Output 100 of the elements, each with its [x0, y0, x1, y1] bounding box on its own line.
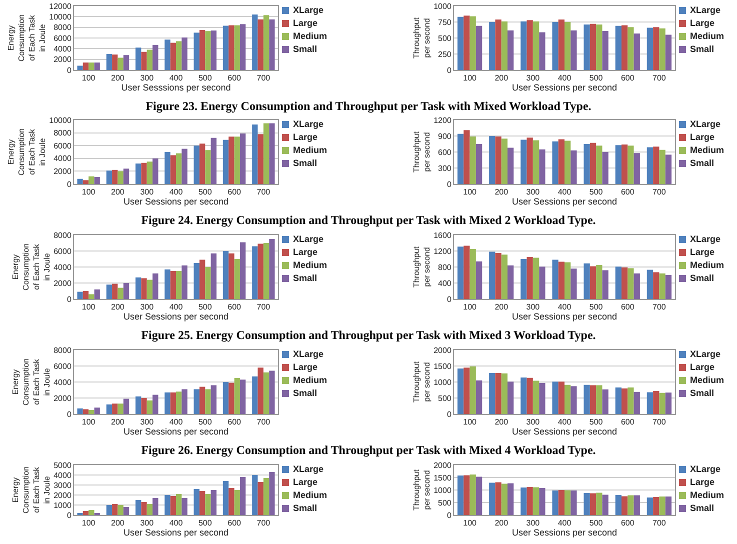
- x-tick-label: 500: [589, 188, 604, 197]
- bar: [634, 495, 640, 515]
- y-tick-label: 0: [446, 66, 452, 75]
- x-tick-label: 500: [198, 74, 212, 83]
- bar: [199, 144, 206, 184]
- bar: [141, 278, 147, 299]
- x-tick-label: 500: [589, 302, 604, 312]
- x-tick-label: 600: [228, 188, 242, 197]
- bar: [653, 497, 660, 515]
- x-tick-label: 200: [494, 518, 509, 528]
- y-tick-label: 500: [438, 394, 452, 403]
- bar: [501, 484, 508, 515]
- bar: [520, 21, 527, 70]
- bar: [634, 34, 640, 70]
- y-tick-label: 1500: [434, 473, 452, 482]
- bar: [146, 504, 153, 515]
- bar: [112, 284, 118, 299]
- y-tick-label: 1200: [434, 116, 452, 125]
- bar: [558, 262, 564, 299]
- legend-label: Small: [690, 503, 714, 513]
- x-tick-label: 700: [256, 74, 271, 83]
- x-axis-title: User Sesssions per second: [121, 82, 231, 93]
- bar: [634, 392, 640, 414]
- legend-label: XLarge: [690, 234, 721, 244]
- legend-label: Large: [690, 362, 715, 372]
- bar: [634, 153, 640, 184]
- legend-label: Large: [293, 362, 318, 372]
- bar: [659, 273, 666, 299]
- bar: [457, 134, 464, 184]
- bar: [457, 368, 464, 414]
- bar: [135, 500, 142, 515]
- bar: [88, 294, 94, 299]
- y-tick-label: 1000: [434, 2, 452, 11]
- bar: [170, 155, 176, 184]
- bar: [476, 144, 482, 184]
- x-tick-label: 200: [111, 74, 125, 83]
- legend-label: Medium: [690, 375, 724, 385]
- bar: [88, 410, 94, 414]
- y-axis-title: Energy Consumption of Each Task in Joule: [6, 128, 47, 176]
- x-axis-title: User Sessions per second: [123, 426, 229, 437]
- bar: [558, 382, 564, 414]
- y-tick-label: 1500: [434, 362, 452, 371]
- legend-label: XLarge: [293, 5, 324, 15]
- bar: [228, 136, 234, 184]
- bar: [532, 380, 540, 414]
- bar: [621, 496, 628, 515]
- bar: [194, 489, 200, 515]
- bar: [646, 392, 654, 414]
- bar: [152, 498, 158, 515]
- x-tick-label: 600: [620, 418, 635, 427]
- bar: [596, 265, 602, 299]
- x-axis-title: User Sessions per second: [512, 196, 618, 207]
- y-tick-label: 0: [66, 294, 72, 304]
- bar: [659, 150, 666, 184]
- bar: [269, 19, 275, 70]
- x-tick-label: 600: [620, 518, 635, 528]
- y-tick-label: 4000: [54, 470, 72, 480]
- bar: [170, 496, 176, 515]
- x-tick-label: 700: [256, 518, 271, 528]
- y-tick-label: 2000: [54, 394, 72, 403]
- y-tick-label: 0: [446, 180, 452, 189]
- bar: [269, 370, 275, 414]
- bar: [489, 22, 496, 70]
- y-tick-label: 6000: [54, 246, 72, 256]
- bar: [118, 404, 124, 414]
- y-tick-label: 750: [438, 18, 452, 27]
- caption: Figure 25. Energy Consumption and Throughput per Task with Mixed 3 Workload Type.: [140, 328, 597, 343]
- y-tick-label: 12000: [49, 2, 72, 11]
- bar: [584, 24, 590, 70]
- bar: [470, 136, 476, 184]
- bar: [118, 58, 124, 70]
- legend-label: Large: [293, 132, 318, 142]
- y-tick-label: 500: [438, 498, 452, 508]
- bar: [228, 253, 234, 299]
- bar: [164, 40, 170, 70]
- bar: [205, 267, 211, 299]
- bar: [564, 384, 571, 414]
- bar: [258, 19, 264, 70]
- x-tick-label: 200: [111, 518, 125, 528]
- legend-label: XLarge: [690, 119, 721, 129]
- bar: [659, 392, 666, 414]
- bar: [665, 275, 672, 299]
- bar: [526, 378, 533, 414]
- bar: [240, 242, 246, 299]
- legend-label: Large: [293, 247, 318, 257]
- x-axis-title: User Sessions per second: [123, 312, 229, 322]
- x-tick-label: 400: [169, 418, 184, 427]
- y-tick-label: 0: [66, 510, 72, 520]
- legend-label: Large: [690, 247, 715, 257]
- bar: [552, 22, 558, 70]
- bar: [112, 404, 118, 414]
- y-tick-label: 250: [438, 50, 452, 59]
- y-tick-label: 0: [66, 66, 72, 75]
- bar: [234, 378, 240, 414]
- bar: [532, 258, 540, 299]
- x-tick-label: 400: [558, 302, 572, 312]
- bar: [182, 265, 188, 299]
- bar: [564, 140, 571, 184]
- x-tick-label: 300: [526, 302, 540, 312]
- x-axis-title: User Sessions per second: [123, 196, 229, 207]
